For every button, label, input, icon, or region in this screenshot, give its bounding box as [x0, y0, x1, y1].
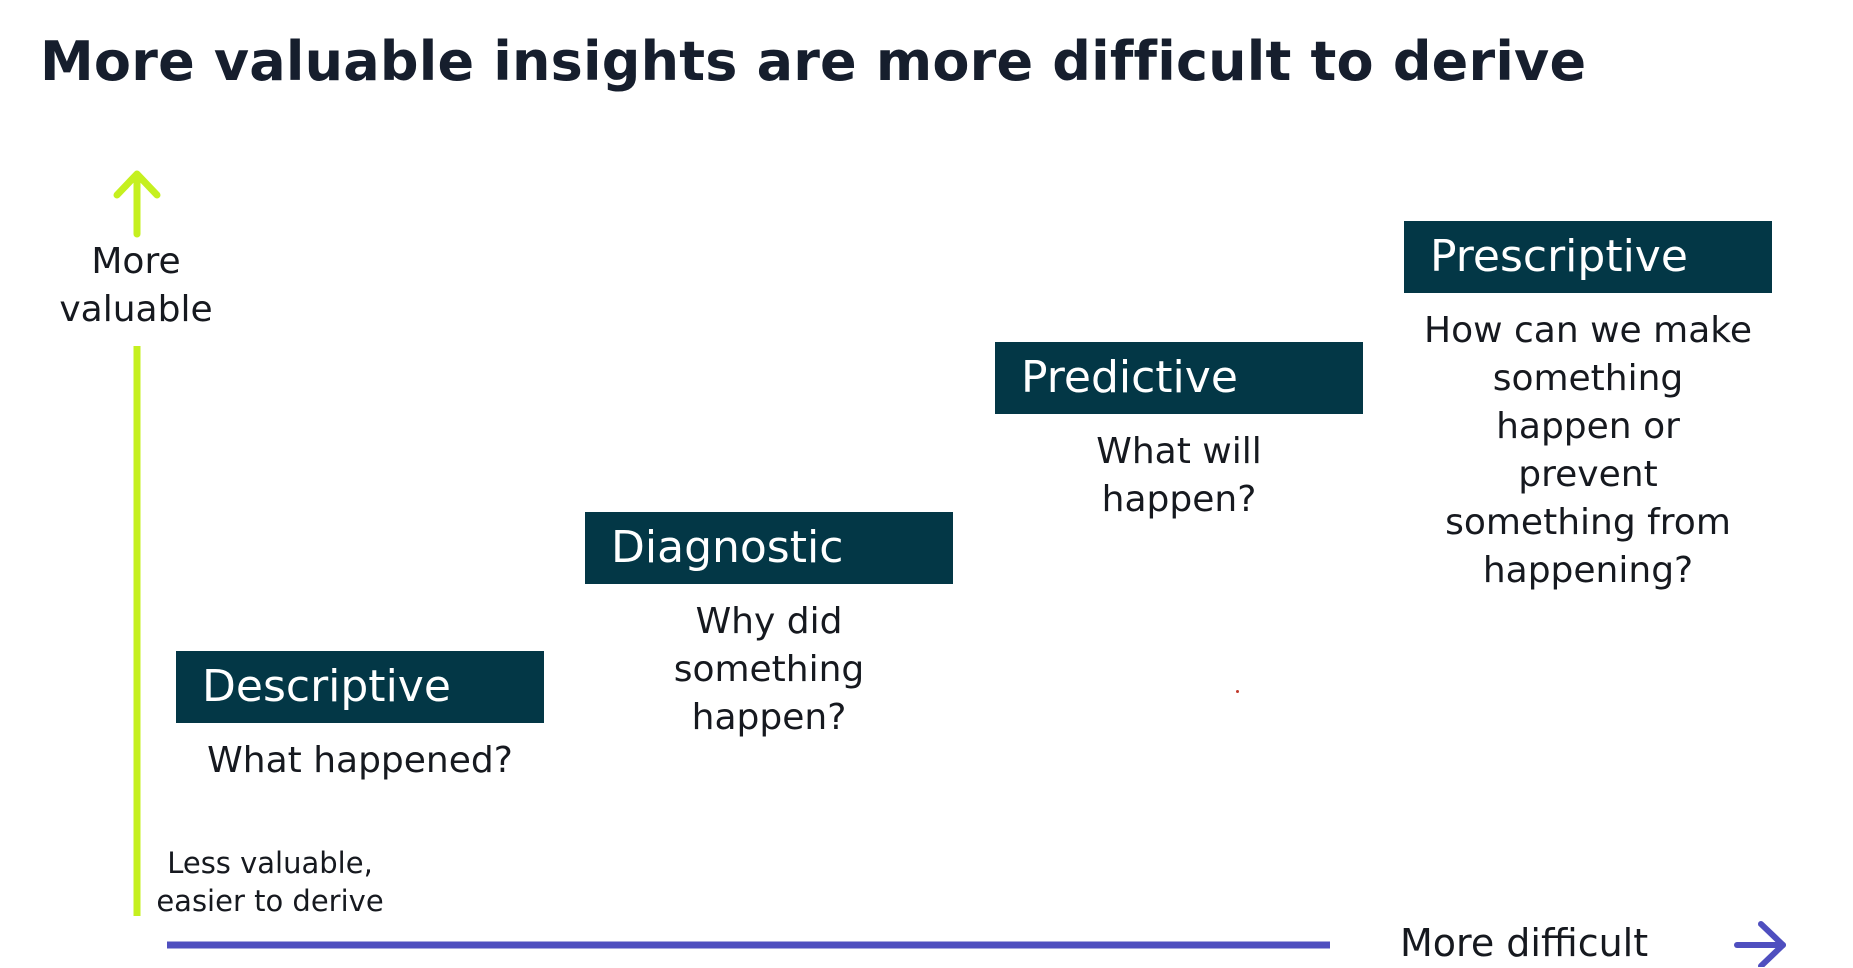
question-line: happen? [1101, 479, 1257, 520]
y-axis-label: More valuable [48, 238, 224, 334]
page-title: More valuable insights are more difficul… [40, 30, 1587, 93]
question-line: happen or [1496, 406, 1680, 447]
x-axis-label: More difficult [1400, 921, 1649, 965]
stage-header: Descriptive [176, 651, 544, 723]
stage-prescriptive: Prescriptive How can we make something h… [1404, 221, 1772, 595]
origin-label: Less valuable, easier to derive [150, 844, 390, 920]
origin-label-line: easier to derive [156, 884, 384, 918]
question-line: What will [1096, 431, 1262, 472]
question-line: something [1492, 358, 1684, 399]
question-line: How can we make [1424, 310, 1752, 351]
question-line: something from [1445, 502, 1731, 543]
stage-question: What will happen? [995, 428, 1363, 524]
question-line: happen? [691, 697, 847, 738]
stage-predictive: Predictive What will happen? [995, 342, 1363, 524]
question-line: What happened? [207, 740, 513, 781]
up-arrow-icon [113, 170, 161, 238]
question-line: Why did [695, 601, 843, 642]
stage-header: Prescriptive [1404, 221, 1772, 293]
question-line: happening? [1482, 550, 1694, 591]
y-axis-label-line: valuable [59, 289, 213, 330]
stage-descriptive: Descriptive What happened? [176, 651, 544, 785]
origin-label-line: Less valuable, [167, 846, 373, 880]
stage-diagnostic: Diagnostic Why did something happen? [585, 512, 953, 742]
stage-header: Predictive [995, 342, 1363, 414]
stage-question: How can we make something happen or prev… [1404, 307, 1772, 595]
question-line: prevent [1518, 454, 1658, 495]
stage-question: Why did something happen? [585, 598, 953, 742]
y-axis-label-line: More [91, 241, 181, 282]
pointer-dot [1236, 690, 1239, 693]
right-arrow-icon [1734, 921, 1786, 967]
question-line: something [673, 649, 865, 690]
stage-question: What happened? [176, 737, 544, 785]
stage-header: Diagnostic [585, 512, 953, 584]
